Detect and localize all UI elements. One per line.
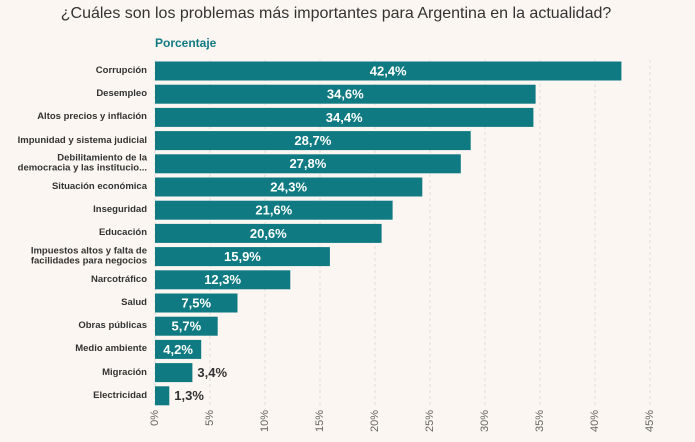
category-label: Narcotráfico [91, 273, 147, 285]
x-tick-label: 30% [479, 410, 491, 432]
bar [155, 107, 534, 127]
value-label: 1,3% [174, 388, 204, 403]
value-label: 34,6% [327, 87, 364, 102]
value-label: 7,5% [181, 295, 211, 310]
value-label: 42,4% [370, 63, 407, 78]
category-label: Electricidad [93, 389, 147, 401]
category-label: Corrupción [95, 64, 147, 76]
bar [155, 339, 202, 359]
value-label: 3,4% [197, 365, 227, 380]
x-tick-label: 45% [644, 410, 656, 432]
category-label: Situación económica [51, 180, 147, 192]
bar [155, 131, 471, 151]
category-label: Salud [121, 296, 147, 308]
bar [155, 386, 170, 406]
bar [155, 154, 461, 174]
category-label: Desempleo [96, 87, 147, 99]
x-tick-label: 0% [149, 410, 161, 426]
axis-label: Porcentaje [155, 36, 217, 50]
value-label: 34,4% [326, 110, 363, 125]
value-label: 12,3% [204, 272, 241, 287]
value-label: 5,7% [172, 319, 202, 334]
bar [155, 177, 423, 197]
value-label: 4,2% [163, 342, 193, 357]
x-tick-label: 15% [314, 410, 326, 432]
category-label: Medio ambiente [75, 343, 147, 355]
bar [155, 363, 193, 383]
x-tick-label: 20% [369, 410, 381, 432]
category-label: Obras públicas [78, 319, 147, 331]
bar [155, 247, 330, 267]
category-label: Impuestos altos y falta de facilidades p… [30, 245, 147, 267]
bar [155, 200, 393, 220]
x-tick-label: 25% [424, 410, 436, 432]
category-label: Debilitamiento de la democracia y las in… [17, 152, 147, 174]
category-label: Altos precios y inflación [37, 111, 147, 123]
value-label: 27,8% [289, 156, 326, 171]
x-tick-label: 10% [259, 410, 271, 432]
bar [155, 223, 382, 243]
value-label: 24,3% [270, 179, 307, 194]
category-label: Inseguridad [93, 203, 147, 215]
x-tick-label: 5% [204, 410, 216, 426]
bar [155, 270, 291, 290]
bar [155, 84, 536, 104]
value-label: 21,6% [255, 203, 292, 218]
category-label: Educación [98, 227, 147, 239]
bar [155, 316, 218, 336]
bar [155, 293, 238, 313]
value-label: 15,9% [224, 249, 261, 264]
value-label: 28,7% [294, 133, 331, 148]
x-tick-label: 40% [589, 410, 601, 432]
value-label: 20,6% [250, 226, 287, 241]
category-label: Impunidad y sistema judicial [17, 134, 147, 146]
bar [155, 61, 622, 81]
category-label: Migración [102, 366, 147, 378]
x-tick-label: 35% [534, 410, 546, 432]
chart-title: ¿Cuáles son los problemas más importante… [61, 5, 612, 22]
